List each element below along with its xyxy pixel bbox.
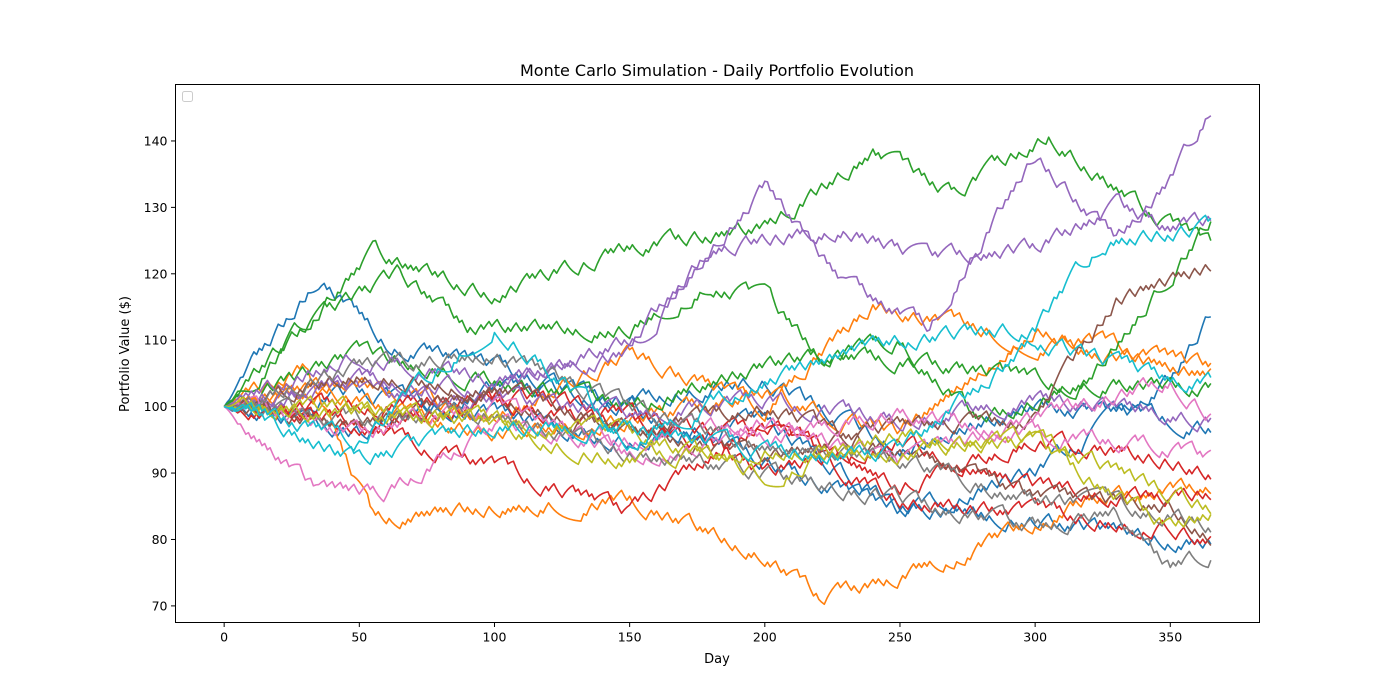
series-line-19 [224,395,1212,467]
x-tick-label: 300 [1023,630,1047,645]
series-line-13 [224,115,1212,411]
series-line-15 [223,379,1212,433]
x-axis-ticks: 0 50 100 150 200 250 300 350 [220,622,1182,645]
x-tick-label: 150 [618,630,642,645]
series-layer [223,115,1212,606]
x-tick-label: 350 [1158,630,1182,645]
series-line-16 [224,263,1212,463]
x-tick-label: 100 [483,630,507,645]
y-tick-label: 90 [152,466,168,481]
series-line-17 [223,386,1212,546]
series-line-4 [223,363,1212,606]
legend-box [182,91,193,102]
plot-area-frame [175,84,1260,623]
series-line-23 [224,395,1212,515]
y-tick-label: 110 [144,333,168,348]
y-tick-label: 80 [152,532,168,547]
y-tick-label: 100 [144,399,168,414]
series-line-24 [223,214,1212,452]
y-axis-ticks: 70 80 90 100 110 120 130 140 [144,133,176,613]
y-tick-label: 130 [144,200,168,215]
y-tick-label: 70 [152,598,168,613]
y-axis-label: Portfolio Value ($) [118,296,133,412]
series-line-7 [223,136,1212,408]
series-line-5 [223,302,1212,424]
x-axis-label: Day [704,652,730,667]
y-tick-label: 140 [144,133,168,148]
series-line-18 [223,377,1212,503]
series-line-25 [223,338,1212,466]
x-tick-label: 250 [888,630,912,645]
x-tick-label: 200 [753,630,777,645]
series-line-20 [223,396,1212,569]
series-line-14 [223,192,1212,408]
y-tick-label: 120 [144,266,168,281]
series-line-1 [223,282,1211,515]
x-tick-label: 50 [351,630,367,645]
chart-title: Monte Carlo Simulation - Daily Portfolio… [520,61,914,80]
x-tick-label: 0 [220,630,228,645]
series-line-21 [224,350,1212,534]
series-line-8 [223,264,1212,408]
